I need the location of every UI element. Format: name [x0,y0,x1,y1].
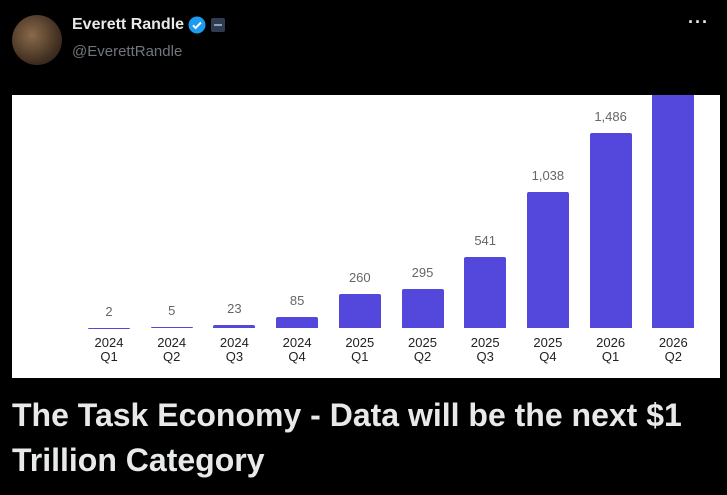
more-button[interactable]: ··· [688,12,709,32]
value-label: 1,486 [594,109,627,125]
bar [338,293,381,328]
value-label: 23 [227,300,242,316]
bar [401,289,444,328]
affiliate-badge [211,18,226,32]
headline: The Task Economy - Data will be the next… [12,397,682,478]
bar [464,257,507,328]
value-label: 85 [289,292,305,308]
author-handle[interactable]: @EverettRandle [72,43,183,60]
x-tick-label: 2024 Q4 [282,335,312,364]
x-tick-label: 2026 Q1 [596,335,626,364]
verified-badge [188,16,206,34]
author-name[interactable]: Everett Randle [72,16,185,33]
author-row: Everett Randle [72,16,226,34]
x-tick-label: 2025 Q3 [470,335,500,364]
value-label: 5 [168,303,176,319]
value-label: 2 [105,303,113,319]
x-tick-label: 2024 Q2 [157,335,187,364]
bar [589,133,632,328]
bar [150,327,193,328]
x-tick-label: 2024 Q1 [94,335,124,364]
value-label: 541 [474,233,497,249]
bar [526,191,569,328]
bar [276,316,319,328]
x-tick-label: 2025 Q4 [533,335,563,364]
x-tick-label: 2025 Q2 [408,335,437,364]
x-tick-label: 2024 Q3 [219,335,249,364]
chart-image[interactable]: 2 2024 Q1 5 2024 Q2 23 2024 Q3 85 2024 Q4 260 202… [12,95,720,378]
value-label: 260 [348,269,371,285]
x-tick-label: 2026 Q2 [658,335,688,364]
avatar[interactable] [12,15,62,65]
x-tick-label: 2025 Q1 [345,335,375,364]
value-label: 295 [411,265,434,281]
bar [213,324,256,328]
value-label: 1,038 [531,167,565,183]
bar [652,95,695,328]
